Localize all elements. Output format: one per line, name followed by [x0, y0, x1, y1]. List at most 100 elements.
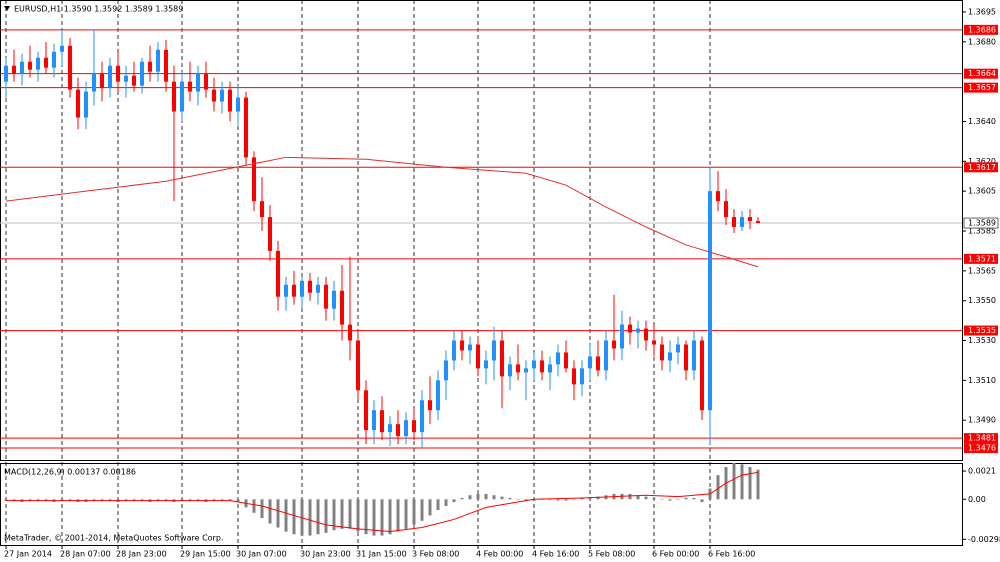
moving-average [5, 156, 759, 268]
candle-body [668, 352, 672, 361]
histogram-bar [164, 499, 168, 501]
histogram-bar [196, 499, 200, 501]
histogram-bar [332, 499, 336, 531]
x-tick-label: 6 Feb 16:00 [708, 550, 755, 559]
title-icon [4, 6, 10, 11]
y-tick-label: 1.3550 [968, 296, 996, 305]
histogram-bar [500, 496, 504, 500]
x-tick-label: 5 Feb 08:00 [588, 550, 635, 559]
candle-body [340, 290, 344, 325]
x-tick-label: 27 Jan 2014 [4, 550, 52, 559]
candle-body [588, 356, 592, 369]
candle-body [572, 368, 576, 385]
candle-body [348, 324, 352, 341]
last-price-label: 1.3589 [968, 219, 996, 228]
level-label-box [964, 68, 998, 79]
candle-body [236, 97, 240, 112]
y-tick-label: -0.00298 [968, 535, 1000, 544]
candle-body [604, 340, 608, 371]
candle-body [268, 217, 272, 251]
histogram-bar [692, 497, 696, 500]
histogram-bar [676, 499, 680, 500]
histogram-bar [324, 499, 328, 533]
histogram-bar [132, 499, 136, 501]
histogram-bar [564, 499, 568, 501]
level-label: 1.3657 [968, 83, 996, 92]
level-label-box [964, 253, 998, 264]
histogram-bar [340, 499, 344, 529]
candle-body [596, 356, 600, 371]
signal-line [6, 471, 759, 533]
candle-body [356, 340, 360, 391]
candle-body [284, 284, 288, 297]
candle-body [12, 65, 16, 74]
histogram-bar [252, 499, 256, 513]
candle-body [188, 81, 192, 92]
histogram-bar [596, 496, 600, 500]
histogram-bar [212, 499, 216, 501]
histogram-bar [644, 496, 648, 500]
histogram-bar [668, 499, 672, 501]
level-label: 1.3617 [968, 163, 996, 172]
candle-body [100, 73, 104, 88]
candle-body [516, 364, 520, 373]
histogram-bar [524, 499, 528, 501]
candle-body [396, 424, 400, 437]
histogram-bar [316, 499, 320, 535]
level-label: 1.3686 [968, 25, 996, 34]
candle-body [692, 340, 696, 371]
histogram-bar [396, 499, 400, 532]
level-label: 1.3571 [968, 254, 996, 263]
candle-body [444, 360, 448, 381]
last-price-box [963, 217, 999, 229]
candle-body [228, 89, 232, 112]
histogram-bar [580, 497, 584, 500]
candle-body [132, 75, 136, 86]
candle-body [452, 340, 456, 361]
level-label-box [964, 24, 998, 35]
y-tick-label: 1.3565 [968, 266, 996, 275]
candle-body [476, 344, 480, 369]
candle-body [580, 368, 584, 385]
histogram-bar [460, 497, 464, 500]
x-tick-label: 30 Jan 23:00 [300, 550, 351, 559]
histogram-bar [268, 499, 272, 524]
macd-panel [0, 463, 963, 546]
x-tick-label: 4 Feb 16:00 [532, 550, 579, 559]
y-tick-label: 1.3680 [968, 37, 996, 46]
x-tick-label: 30 Jan 07:00 [236, 550, 287, 559]
candle-body [300, 280, 304, 297]
candle-body [180, 81, 184, 112]
histogram-bar [748, 467, 752, 500]
candle-body [700, 340, 704, 411]
histogram-bar [684, 497, 688, 500]
candle-body [532, 360, 536, 369]
candle-body [4, 65, 8, 82]
x-tick-label: 28 Jan 07:00 [60, 550, 111, 559]
y-tick-label: 1.3605 [968, 187, 996, 196]
histogram-bar [372, 499, 376, 536]
histogram-bar [44, 499, 48, 501]
candle-body [68, 45, 72, 90]
histogram-bar [436, 499, 440, 511]
histogram-bar [508, 497, 512, 500]
candle-body [724, 201, 728, 218]
histogram-bar [516, 499, 520, 500]
histogram-bar [732, 463, 736, 500]
candle-body [428, 400, 432, 411]
candle-body [380, 410, 384, 433]
candle-body [28, 61, 32, 70]
histogram-bar [452, 499, 456, 502]
candle-body [652, 340, 656, 345]
candle-body [212, 89, 216, 102]
candle-body [20, 61, 24, 74]
histogram-bar [180, 499, 184, 501]
candle-body [44, 57, 48, 68]
candle-body [548, 364, 552, 373]
level-label-box [964, 325, 998, 336]
footer: MetaTrader, © 2001-2014, MetaQuotes Soft… [4, 534, 223, 543]
histogram-bar [412, 499, 416, 525]
y-tick-label: 1.3695 [968, 7, 996, 16]
candle-body [140, 61, 144, 86]
